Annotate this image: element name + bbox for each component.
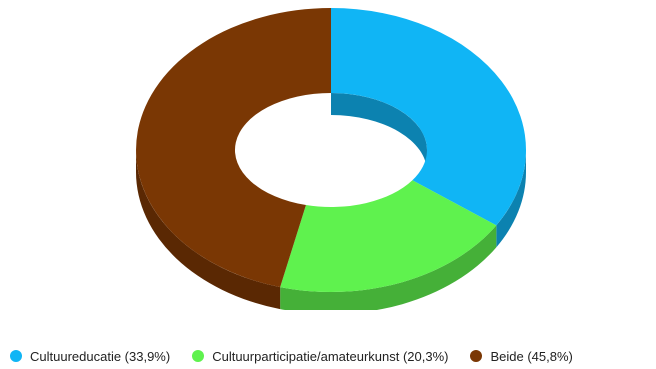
slice-cultuureducatie[interactable] bbox=[331, 8, 527, 226]
legend-label-cultuureducatie: Cultuureducatie (33,9%) bbox=[30, 348, 171, 364]
donut-top-faces bbox=[136, 8, 527, 292]
legend-marker-beide bbox=[470, 350, 483, 362]
legend-item-beide[interactable]: Beide (45,8%) bbox=[470, 348, 573, 364]
slice-outer-wall-cultuurparticipatie bbox=[280, 225, 497, 310]
legend-item-cultuurparticipatie[interactable]: Cultuurparticipatie/amateurkunst (20,3%) bbox=[192, 349, 448, 364]
slice-inner-wall-cultuureducatie bbox=[331, 93, 427, 172]
legend-label-cultuurparticipatie: Cultuurparticipatie/amateurkunst (20,3%) bbox=[212, 348, 449, 364]
slice-outer-wall-beide bbox=[136, 150, 281, 310]
donut-side-walls bbox=[136, 93, 527, 310]
legend-label-beide: Beide (45,8%) bbox=[490, 348, 573, 364]
legend-item-cultuureducatie[interactable]: Cultuureducatie (33,9%) bbox=[10, 349, 170, 364]
slice-outer-wall-cultuureducatie bbox=[496, 150, 527, 248]
chart-legend: Cultuureducatie (33,9%) Cultuurparticipa… bbox=[10, 346, 595, 366]
slice-cultuurparticipatie[interactable] bbox=[280, 180, 497, 292]
legend-marker-cultuureducatie bbox=[10, 350, 22, 362]
donut-chart bbox=[136, 8, 527, 310]
slice-beide[interactable] bbox=[136, 8, 331, 288]
legend-marker-cultuurparticipatie bbox=[192, 350, 205, 362]
